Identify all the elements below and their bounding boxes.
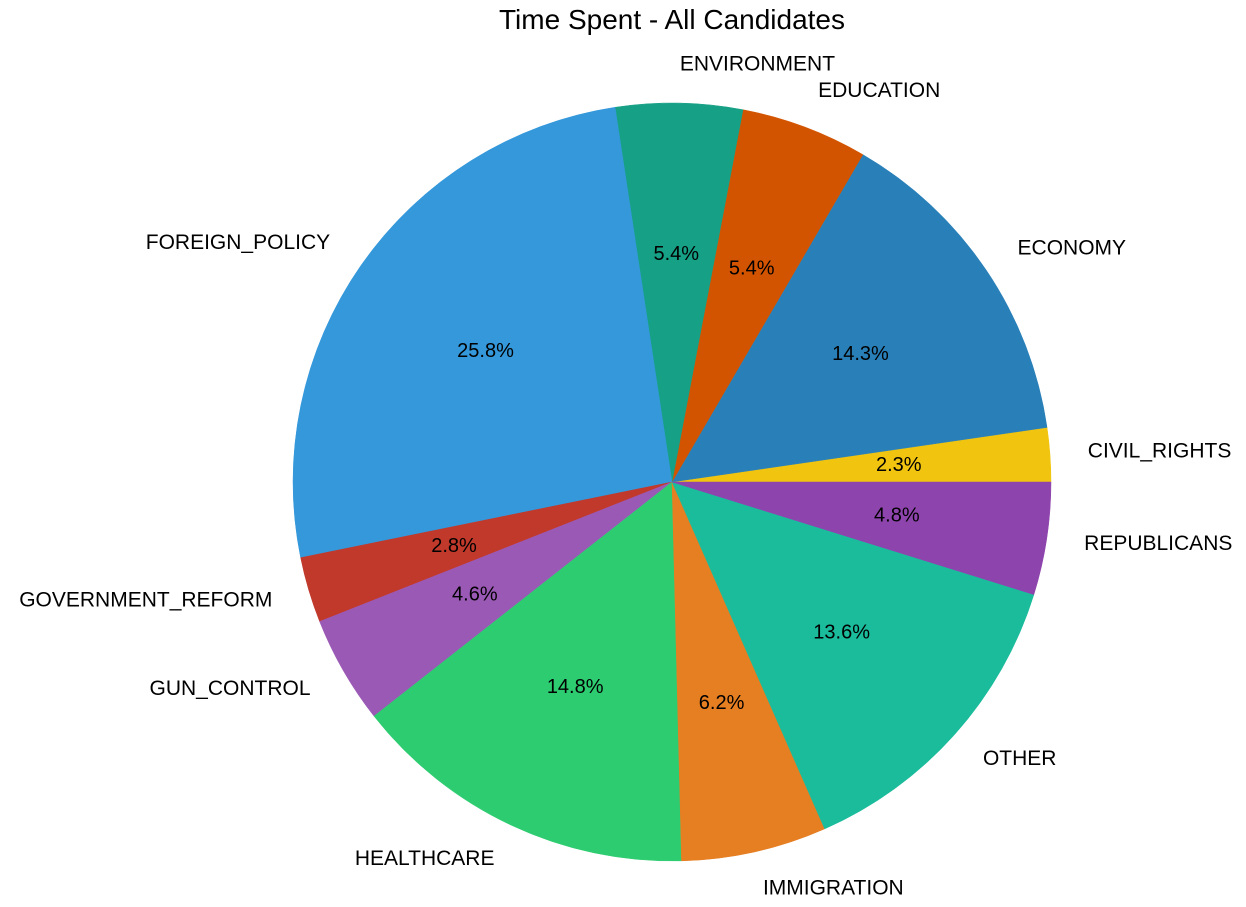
- slice-label-economy: ECONOMY: [1018, 236, 1127, 259]
- slice-percent-education: 5.4%: [729, 257, 775, 279]
- slice-label-education: EDUCATION: [818, 79, 940, 102]
- slice-percent-government-reform: 2.8%: [431, 535, 477, 557]
- slice-percent-republicans: 4.8%: [874, 504, 920, 526]
- slice-label-civil-rights: CIVIL_RIGHTS: [1088, 439, 1232, 462]
- slice-percent-civil-rights: 2.3%: [876, 454, 922, 476]
- slice-label-government-reform: GOVERNMENT_REFORM: [19, 588, 272, 611]
- slice-percent-economy: 14.3%: [832, 343, 889, 365]
- slice-label-immigration: IMMIGRATION: [763, 876, 904, 899]
- pie-labels: CIVIL_RIGHTS 2.3% ECONOMY 14.3% EDUCATION 5.4…: [19, 53, 1232, 900]
- slice-percent-environment: 5.4%: [653, 243, 699, 265]
- slice-percent-healthcare: 14.8%: [547, 676, 604, 698]
- slice-label-republicans: REPUBLICANS: [1084, 532, 1232, 555]
- slice-percent-gun-control: 4.6%: [452, 584, 498, 606]
- chart-title: Time Spent - All Candidates: [498, 4, 846, 35]
- slice-percent-foreign-policy: 25.8%: [457, 340, 514, 362]
- pie-slices: [292, 102, 1052, 862]
- pie-slice-healthcare: [373, 481, 682, 862]
- pie-slice-economy: [671, 154, 1048, 483]
- slice-label-environment: ENVIRONMENT: [680, 53, 835, 76]
- pie-slice-foreign-policy: [292, 107, 673, 558]
- pie-slice-other: [671, 481, 1035, 830]
- slice-percent-immigration: 6.2%: [699, 692, 745, 714]
- slice-label-gun-control: GUN_CONTROL: [149, 677, 310, 700]
- slice-label-healthcare: HEALTHCARE: [355, 847, 495, 870]
- slice-label-other: OTHER: [983, 747, 1057, 770]
- pie-slice-republicans: [671, 481, 1052, 595]
- pie-slice-immigration: [671, 481, 826, 862]
- slice-label-foreign-policy: FOREIGN_POLICY: [146, 231, 330, 254]
- slice-percent-other: 13.6%: [813, 622, 870, 644]
